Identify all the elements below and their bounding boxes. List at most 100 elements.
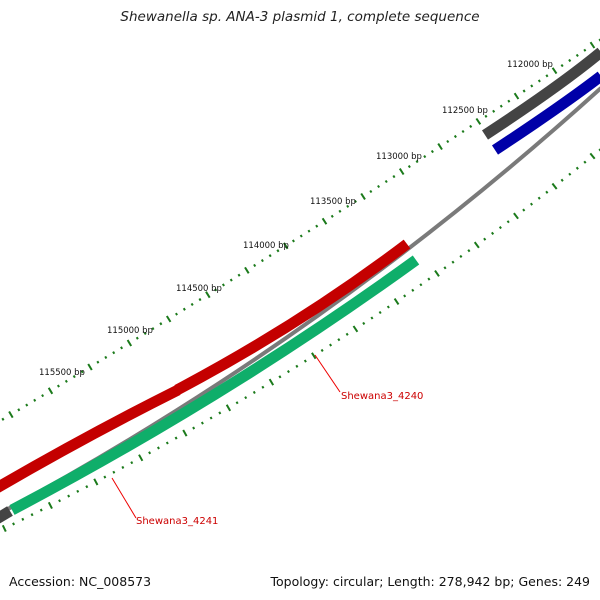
scale-tick xyxy=(384,179,388,184)
gene-label-shewana3-4240[interactable]: Shewana3_4240 xyxy=(341,391,423,402)
scale-tick xyxy=(377,184,381,189)
inner-scale-tick xyxy=(583,160,587,164)
scale-tick xyxy=(165,315,172,323)
inner-scale-tick xyxy=(522,208,526,212)
inner-scale-tick xyxy=(130,461,134,465)
inner-scale-tick xyxy=(1,524,7,533)
scale-tick xyxy=(346,204,350,208)
scale-tick xyxy=(461,129,465,134)
scale-tick xyxy=(353,199,357,203)
inner-scale-tick xyxy=(403,294,407,298)
scale-tick xyxy=(80,370,84,374)
scale-tick xyxy=(87,363,93,371)
inner-scale-tick xyxy=(157,446,160,450)
scale-tick xyxy=(551,67,558,75)
scale-tick xyxy=(589,41,596,49)
scale-tick xyxy=(360,192,366,200)
inner-scale-tick xyxy=(337,338,341,342)
scale-tick xyxy=(17,408,21,412)
bp-label-113000: 113000 bp xyxy=(376,152,422,162)
inner-scale-tick xyxy=(138,454,144,462)
inner-scale-tick xyxy=(112,470,116,474)
inner-scale-tick xyxy=(311,352,317,360)
scale-tick xyxy=(307,229,311,233)
scale-tick xyxy=(299,234,303,238)
inner-scale-tick xyxy=(393,298,400,305)
scale-tick xyxy=(143,331,147,335)
backbone-track xyxy=(0,86,600,516)
inner-scale-tick xyxy=(498,226,502,230)
gene-feature-edge xyxy=(0,506,13,524)
inner-scale-tick xyxy=(295,364,299,368)
scale-tick xyxy=(423,155,427,159)
scale-tick xyxy=(513,92,520,100)
gene-label-shewana3-4241[interactable]: Shewana3_4241 xyxy=(136,516,218,527)
inner-scale-tick xyxy=(261,385,265,389)
scale-tick xyxy=(8,410,14,419)
inner-scale-tick xyxy=(386,305,390,309)
inner-scale-tick xyxy=(76,489,80,493)
inner-scale-tick xyxy=(93,478,99,486)
inner-scale-tick xyxy=(419,283,423,287)
inner-scale-tick xyxy=(459,254,463,258)
inner-scale-tick xyxy=(85,485,89,489)
inner-scale-tick xyxy=(218,411,222,415)
scale-tick xyxy=(253,263,257,268)
inner-scale-tick xyxy=(451,260,455,264)
bp-label-115500: 115500 bp xyxy=(39,368,85,378)
gene-feature-shewana3-4240-b xyxy=(174,239,411,395)
inner-scale-tick xyxy=(589,152,596,160)
inner-scale-tick xyxy=(506,220,510,224)
scale-tick xyxy=(175,312,178,316)
inner-scale-tick xyxy=(192,426,196,430)
scale-tick xyxy=(260,259,264,263)
inner-scale-tick xyxy=(329,343,333,347)
inner-scale-tick xyxy=(225,404,232,412)
scale-tick xyxy=(182,307,186,311)
inner-scale-tick xyxy=(47,501,53,510)
map-title: Shewanella sp. ANA-3 plasmid 1, complete… xyxy=(120,9,480,25)
inner-scale-tick xyxy=(303,359,307,363)
scale-tick xyxy=(545,74,549,78)
inner-scale-tick xyxy=(598,148,600,152)
scale-tick xyxy=(407,165,411,169)
accession-text: Accession: NC_008573 xyxy=(9,574,152,589)
scale-tick xyxy=(190,302,194,306)
inner-scale-tick xyxy=(434,270,440,277)
scale-tick xyxy=(151,327,155,331)
inner-scale-tick xyxy=(378,310,382,315)
inner-scale-tick xyxy=(362,321,366,325)
scale-tick xyxy=(198,298,202,302)
sequence-stats-text: Topology: circular; Length: 278,942 bp; … xyxy=(270,574,591,589)
inner-scale-tick xyxy=(529,202,534,206)
bp-label-114500: 114500 bp xyxy=(176,284,222,294)
scale-tick xyxy=(338,209,342,213)
inner-scale-tick xyxy=(467,249,471,253)
inner-scale-tick xyxy=(244,396,248,400)
scale-tick xyxy=(475,117,482,125)
bp-label-114000: 114000 bp xyxy=(243,241,289,251)
inner-scale-tick xyxy=(165,441,169,445)
scale-tick xyxy=(41,394,45,398)
scale-tick xyxy=(112,351,116,355)
bp-label-112500: 112500 bp xyxy=(442,106,488,116)
scale-tick xyxy=(398,168,405,176)
inner-scale-tick xyxy=(568,172,572,176)
inner-scale-tick xyxy=(30,513,34,517)
scale-tick xyxy=(492,109,496,113)
scale-tick xyxy=(126,339,133,347)
inner-scale-tick xyxy=(427,277,431,281)
scale-tick xyxy=(244,266,250,274)
inner-scale-tick xyxy=(12,522,15,526)
scale-tick xyxy=(237,273,241,277)
inner-scale-tick xyxy=(483,237,487,241)
inner-scale-tick xyxy=(209,416,213,420)
scale-tick xyxy=(575,53,579,57)
scale-tick xyxy=(120,346,124,350)
inner-scale-ticks xyxy=(1,148,600,533)
inner-scale-tick xyxy=(490,231,495,235)
inner-scale-tick xyxy=(473,241,480,249)
inner-scale-tick xyxy=(278,375,282,379)
scale-tick xyxy=(568,58,572,63)
scale-tick xyxy=(330,214,334,218)
